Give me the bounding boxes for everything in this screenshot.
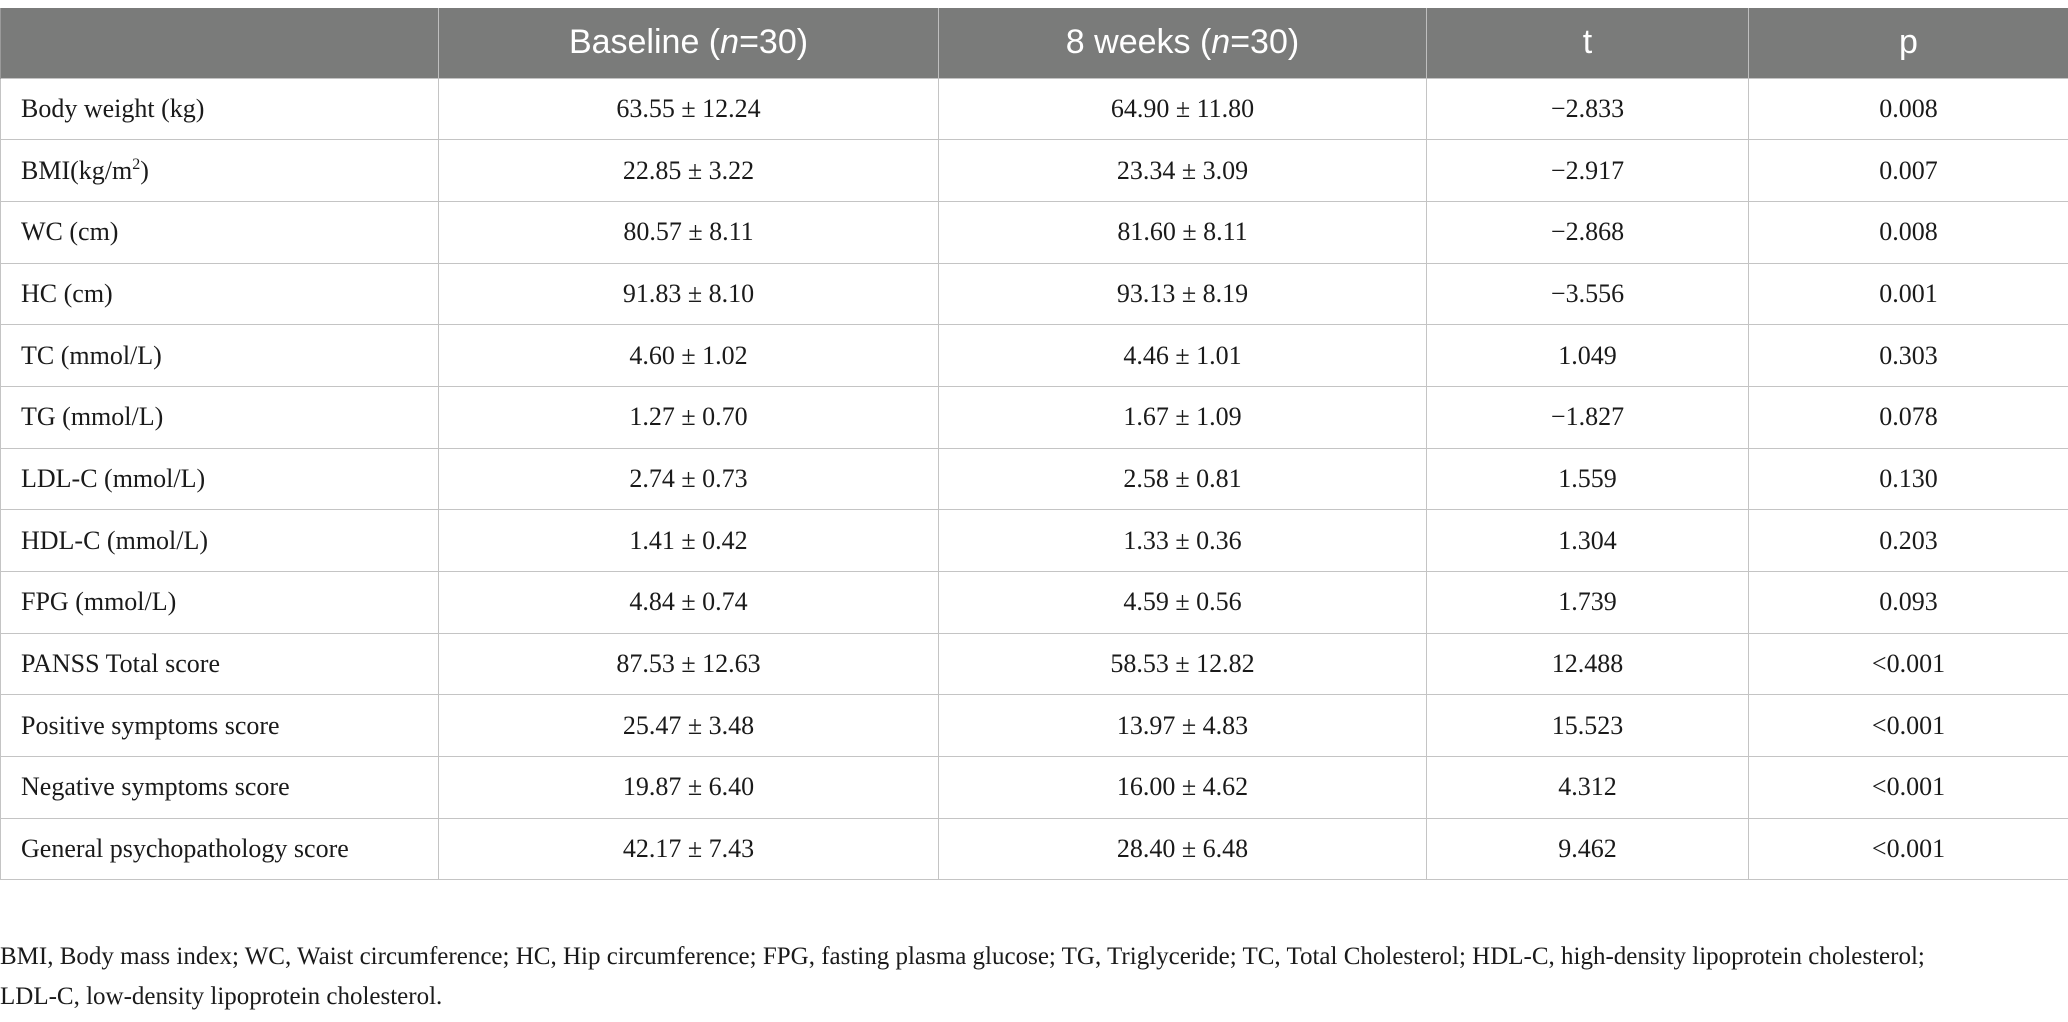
p-value: 0.078	[1748, 385, 2068, 449]
t-value: 9.462	[1426, 817, 1749, 881]
t-value: −2.917	[1426, 139, 1749, 202]
baseline-value: 25.47 ± 3.48	[438, 694, 939, 758]
baseline-value: 80.57 ± 8.11	[438, 200, 939, 264]
week8-value: 23.34 ± 3.09	[938, 139, 1427, 202]
table-row: HDL-C (mmol/L) 1.41 ± 0.42 1.33 ± 0.36 1…	[0, 509, 2068, 572]
row-label: HC (cm)	[0, 262, 439, 326]
row-label: LDL-C (mmol/L)	[0, 447, 439, 511]
table-row: BMI(kg/m2) 22.85 ± 3.22 23.34 ± 3.09 −2.…	[0, 139, 2068, 202]
week8-value: 4.46 ± 1.01	[938, 324, 1427, 387]
baseline-value: 42.17 ± 7.43	[438, 817, 939, 881]
table-body: Body weight (kg) 63.55 ± 12.24 64.90 ± 1…	[0, 77, 2068, 881]
header-baseline-prefix: Baseline (	[568, 23, 721, 62]
p-value: <0.001	[1748, 817, 2068, 881]
row-label: TG (mmol/L)	[0, 385, 439, 449]
header-week8-n: n	[1211, 23, 1231, 62]
baseline-value: 63.55 ± 12.24	[438, 77, 939, 141]
header-week8-suffix: =30)	[1230, 23, 1300, 62]
row-label: PANSS Total score	[0, 632, 439, 696]
baseline-value: 2.74 ± 0.73	[438, 447, 939, 511]
row-label: WC (cm)	[0, 200, 439, 264]
p-value: 0.007	[1748, 139, 2068, 202]
t-value: 15.523	[1426, 694, 1749, 758]
row-label: General psychopathology score	[0, 817, 439, 881]
header-t: t	[1426, 8, 1749, 78]
row-label-text: BMI(kg/m	[21, 155, 133, 185]
header-baseline: Baseline (n=30)	[438, 8, 939, 78]
p-value: <0.001	[1748, 756, 2068, 819]
baseline-value: 4.84 ± 0.74	[438, 571, 939, 634]
p-value: 0.130	[1748, 447, 2068, 511]
row-label-superscript: 2	[132, 155, 141, 173]
p-value: 0.203	[1748, 509, 2068, 572]
row-label: Negative symptoms score	[0, 756, 439, 819]
row-label: TC (mmol/L)	[0, 324, 439, 387]
week8-value: 1.33 ± 0.36	[938, 509, 1427, 572]
row-label: FPG (mmol/L)	[0, 571, 439, 634]
p-value: <0.001	[1748, 694, 2068, 758]
table-row: Negative symptoms score 19.87 ± 6.40 16.…	[0, 756, 2068, 819]
week8-value: 58.53 ± 12.82	[938, 632, 1427, 696]
table-row: TG (mmol/L) 1.27 ± 0.70 1.67 ± 1.09 −1.8…	[0, 385, 2068, 449]
p-value: 0.093	[1748, 571, 2068, 634]
week8-value: 81.60 ± 8.11	[938, 200, 1427, 264]
baseline-value: 91.83 ± 8.10	[438, 262, 939, 326]
t-value: 1.049	[1426, 324, 1749, 387]
baseline-value: 87.53 ± 12.63	[438, 632, 939, 696]
header-variable	[0, 8, 439, 78]
baseline-value: 19.87 ± 6.40	[438, 756, 939, 819]
row-label-close: )	[140, 155, 149, 185]
table-header: Baseline (n=30) 8 weeks (n=30) t p	[0, 8, 2068, 78]
table-row: LDL-C (mmol/L) 2.74 ± 0.73 2.58 ± 0.81 1…	[0, 447, 2068, 511]
t-value: 12.488	[1426, 632, 1749, 696]
row-label: Body weight (kg)	[0, 77, 439, 141]
baseline-value: 22.85 ± 3.22	[438, 139, 939, 202]
table-footnote: BMI, Body mass index; WC, Waist circumfe…	[0, 937, 2060, 1017]
p-value: 0.008	[1748, 77, 2068, 141]
week8-value: 93.13 ± 8.19	[938, 262, 1427, 326]
t-value: 1.559	[1426, 447, 1749, 511]
t-value: −1.827	[1426, 385, 1749, 449]
baseline-value: 1.41 ± 0.42	[438, 509, 939, 572]
week8-value: 1.67 ± 1.09	[938, 385, 1427, 449]
table-row: WC (cm) 80.57 ± 8.11 81.60 ± 8.11 −2.868…	[0, 200, 2068, 264]
footnote-line-2: LDL-C, low-density lipoprotein cholester…	[0, 983, 443, 1010]
header-baseline-suffix: =30)	[739, 23, 809, 62]
row-label: BMI(kg/m2)	[0, 139, 439, 202]
t-value: 1.739	[1426, 571, 1749, 634]
table-row: General psychopathology score 42.17 ± 7.…	[0, 817, 2068, 881]
week8-value: 4.59 ± 0.56	[938, 571, 1427, 634]
footnote-line-1: BMI, Body mass index; WC, Waist circumfe…	[0, 943, 1925, 970]
week8-value: 2.58 ± 0.81	[938, 447, 1427, 511]
p-value: 0.303	[1748, 324, 2068, 387]
week8-value: 16.00 ± 4.62	[938, 756, 1427, 819]
t-value: 1.304	[1426, 509, 1749, 572]
table-row: Positive symptoms score 25.47 ± 3.48 13.…	[0, 694, 2068, 758]
t-value: −2.868	[1426, 200, 1749, 264]
t-value: −3.556	[1426, 262, 1749, 326]
t-value: 4.312	[1426, 756, 1749, 819]
table-row: FPG (mmol/L) 4.84 ± 0.74 4.59 ± 0.56 1.7…	[0, 571, 2068, 634]
header-week8: 8 weeks (n=30)	[938, 8, 1427, 78]
header-week8-prefix: 8 weeks (	[1065, 23, 1212, 62]
header-row: Baseline (n=30) 8 weeks (n=30) t p	[0, 8, 2068, 78]
row-label: HDL-C (mmol/L)	[0, 509, 439, 572]
row-label: Positive symptoms score	[0, 694, 439, 758]
p-value: <0.001	[1748, 632, 2068, 696]
results-table: Baseline (n=30) 8 weeks (n=30) t p Body …	[0, 8, 2068, 881]
table-row: HC (cm) 91.83 ± 8.10 93.13 ± 8.19 −3.556…	[0, 262, 2068, 326]
week8-value: 28.40 ± 6.48	[938, 817, 1427, 881]
p-value: 0.001	[1748, 262, 2068, 326]
table-row: PANSS Total score 87.53 ± 12.63 58.53 ± …	[0, 632, 2068, 696]
header-p: p	[1748, 8, 2068, 78]
week8-value: 13.97 ± 4.83	[938, 694, 1427, 758]
week8-value: 64.90 ± 11.80	[938, 77, 1427, 141]
header-baseline-n: n	[720, 23, 740, 62]
baseline-value: 1.27 ± 0.70	[438, 385, 939, 449]
p-value: 0.008	[1748, 200, 2068, 264]
table-row: Body weight (kg) 63.55 ± 12.24 64.90 ± 1…	[0, 77, 2068, 141]
table-row: TC (mmol/L) 4.60 ± 1.02 4.46 ± 1.01 1.04…	[0, 324, 2068, 387]
baseline-value: 4.60 ± 1.02	[438, 324, 939, 387]
t-value: −2.833	[1426, 77, 1749, 141]
